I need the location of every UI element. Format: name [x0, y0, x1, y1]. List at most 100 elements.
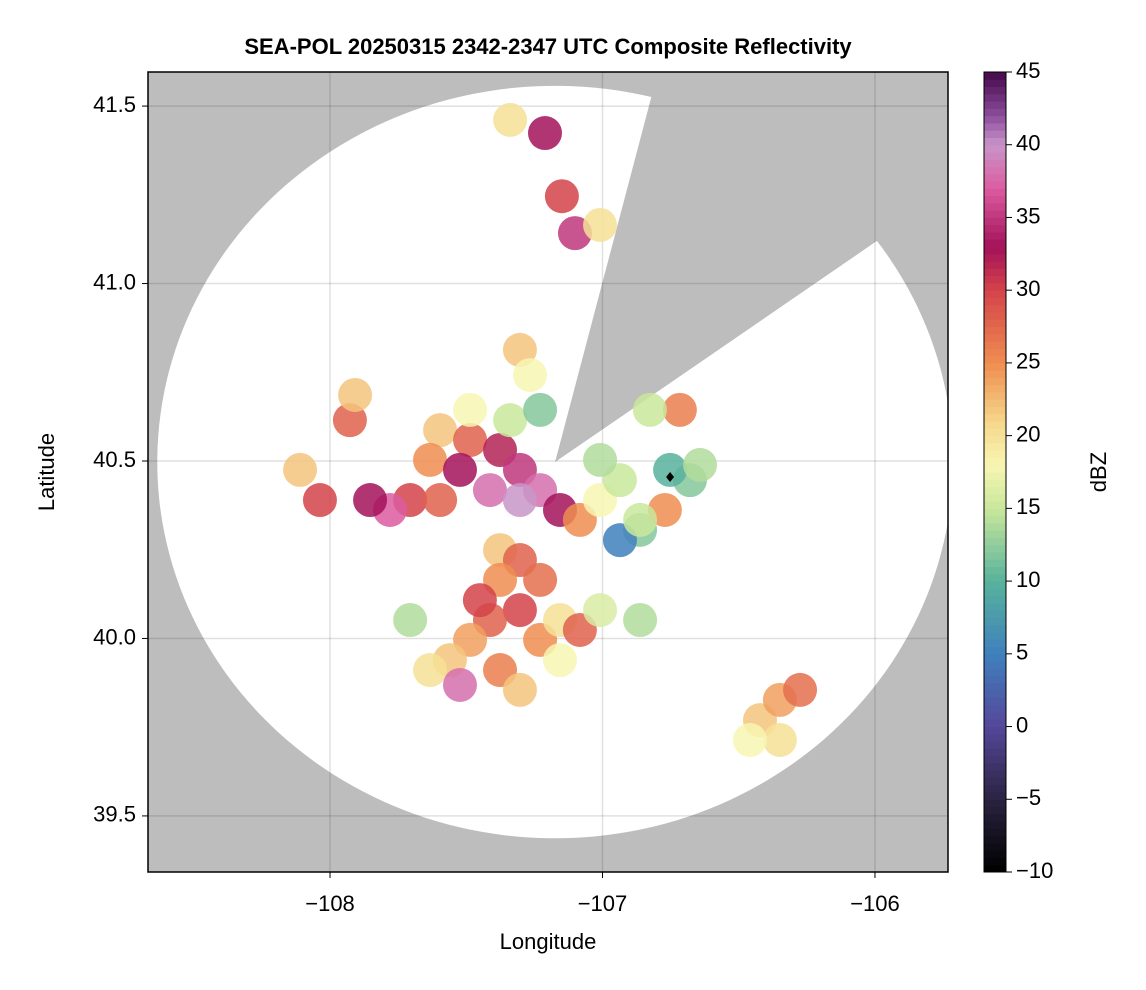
colorbar-label: dBZ — [1086, 452, 1111, 492]
colorbar-segment — [984, 690, 1006, 698]
colorbar-segment — [984, 232, 1006, 240]
echo-cell — [462, 583, 497, 618]
colorbar-segment — [984, 522, 1006, 531]
colorbar-segment — [984, 610, 1006, 618]
echo-cell — [332, 403, 367, 438]
colorbar-segment — [984, 712, 1006, 720]
colorbar-segment — [984, 442, 1006, 451]
axes: −108 −107 −106 39.5 40.0 40.5 41.0 41.5 −10 −5 0 5 1… — [93, 58, 1053, 916]
colorbar-segment — [984, 639, 1006, 648]
colorbar-segment — [984, 377, 1006, 386]
echo-cell — [523, 562, 558, 597]
colorbar-tick-label: 45 — [1016, 58, 1040, 83]
colorbar-tick-label: 30 — [1016, 276, 1040, 301]
colorbar-segment — [984, 704, 1006, 713]
colorbar-segment — [984, 646, 1006, 655]
colorbar-segment — [984, 152, 1006, 160]
colorbar-segment — [984, 588, 1006, 597]
colorbar-tick-label: 25 — [1016, 349, 1040, 374]
echo-cell — [583, 593, 618, 628]
colorbar-segment — [984, 850, 1006, 858]
colorbar-segment — [984, 741, 1006, 749]
colorbar-segment — [984, 137, 1006, 146]
echo-cell — [528, 116, 563, 151]
echo-cell — [632, 392, 667, 427]
plot-area — [148, 72, 948, 872]
echo-cell — [513, 358, 548, 393]
colorbar-segment — [984, 697, 1006, 706]
colorbar-segment — [984, 486, 1006, 495]
y-tick-label: 41.0 — [93, 269, 136, 294]
echo-cell — [683, 447, 718, 482]
echo-cell — [393, 603, 428, 638]
y-tick-label: 40.5 — [93, 447, 136, 472]
colorbar-tick-label: 10 — [1016, 567, 1040, 592]
echo-cell — [653, 452, 688, 487]
echo-cell — [542, 643, 577, 678]
echo-cell — [732, 722, 767, 757]
colorbar-segment — [984, 479, 1006, 488]
colorbar-segment — [984, 464, 1006, 473]
colorbar-segment — [984, 472, 1006, 480]
colorbar-segment — [984, 348, 1006, 357]
colorbar-segment — [984, 282, 1006, 291]
colorbar-segment — [984, 428, 1006, 437]
colorbar-segment — [984, 202, 1006, 211]
colorbar-tick-label: −10 — [1016, 858, 1053, 883]
colorbar-segment — [984, 239, 1006, 248]
colorbar-segment — [984, 661, 1006, 669]
colorbar-segment — [984, 406, 1006, 415]
colorbar-segment — [984, 792, 1006, 800]
y-tick-label: 39.5 — [93, 802, 136, 827]
echo-cell — [442, 667, 477, 702]
colorbar-segment — [984, 304, 1006, 313]
echo-cell — [413, 653, 448, 688]
colorbar-segment — [984, 166, 1006, 175]
colorbar-segment — [984, 181, 1006, 189]
colorbar-segment — [984, 726, 1006, 735]
colorbar-segment — [984, 268, 1006, 277]
echo-cell — [338, 377, 373, 412]
colorbar-tick-label: 0 — [1016, 712, 1028, 737]
colorbar-segment — [984, 435, 1006, 444]
echo-cell — [583, 207, 618, 242]
colorbar-tick-label: 35 — [1016, 203, 1040, 228]
colorbar-segment — [984, 370, 1006, 378]
colorbar-segment — [984, 617, 1006, 626]
colorbar-segment — [984, 537, 1006, 546]
colorbar-segment — [984, 501, 1006, 509]
colorbar-segment — [984, 384, 1006, 393]
colorbar-segment — [984, 668, 1006, 677]
colorbar-segment — [984, 864, 1006, 873]
y-tick-label: 41.5 — [93, 92, 136, 117]
colorbar-segment — [984, 842, 1006, 851]
echo-cell — [413, 442, 448, 477]
colorbar-segment — [984, 188, 1006, 197]
colorbar-segment — [984, 101, 1006, 109]
colorbar-segment — [984, 770, 1006, 778]
colorbar-segment — [984, 799, 1006, 808]
colorbar-segment — [984, 602, 1006, 611]
colorbar-frame — [983, 71, 1007, 873]
echo-cell — [502, 672, 537, 707]
echo-cell — [453, 423, 488, 458]
colorbar-segment — [984, 93, 1006, 102]
x-tick-label: −106 — [850, 891, 900, 916]
colorbar-segment — [984, 392, 1006, 400]
echo-cell — [783, 672, 818, 707]
echo-cell — [423, 483, 458, 518]
colorbar-segment — [984, 806, 1006, 815]
colorbar-segment — [984, 813, 1006, 822]
colorbar-segment — [984, 624, 1006, 633]
echo-cell — [493, 403, 528, 438]
colorbar-segment — [984, 224, 1006, 233]
colorbar-segment — [984, 828, 1006, 837]
colorbar-tick-label: −5 — [1016, 785, 1041, 810]
colorbar-segment — [984, 559, 1006, 568]
colorbar-tick-label: 5 — [1016, 640, 1028, 665]
colorbar-segment — [984, 530, 1006, 538]
y-tick-label: 40.0 — [93, 624, 136, 649]
colorbar-segment — [984, 748, 1006, 757]
x-tick-label: −107 — [578, 891, 628, 916]
colorbar-segment — [984, 195, 1006, 204]
